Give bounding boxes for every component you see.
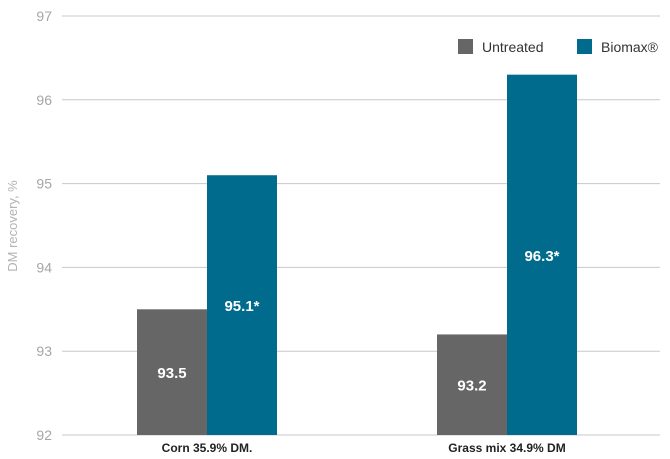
legend-swatch: [577, 39, 592, 54]
category-label: Corn 35.9% DM.: [162, 441, 253, 455]
y-tick-labels: 92 93 94 95 96 97: [36, 8, 52, 443]
legend-label: Biomax®: [601, 39, 659, 55]
bar-untreated-1: [137, 309, 207, 435]
bar-biomax-1: [207, 175, 277, 435]
legend-swatch: [458, 39, 473, 54]
bar-untreated-2: [437, 334, 507, 435]
data-labels: 93.5 95.1* 93.2 96.3*: [157, 248, 559, 395]
y-tick-label: 97: [36, 8, 52, 24]
legend: Untreated Biomax®: [458, 39, 659, 55]
y-tick-label: 95: [36, 176, 52, 192]
legend-label: Untreated: [482, 39, 543, 55]
category-labels: Corn 35.9% DM. Grass mix 34.9% DM: [162, 441, 566, 455]
y-tick-label: 94: [36, 259, 52, 275]
data-label: 96.3*: [524, 248, 559, 265]
bar-biomax-2: [507, 74, 577, 435]
bars: [137, 74, 577, 435]
y-tick-label: 92: [36, 427, 52, 443]
y-tick-label: 93: [36, 343, 52, 359]
category-label: Grass mix 34.9% DM: [448, 441, 565, 455]
data-label: 93.5: [157, 365, 186, 382]
data-label: 95.1*: [224, 298, 259, 315]
y-tick-label: 96: [36, 92, 52, 108]
data-label: 93.2: [457, 378, 486, 395]
y-axis-title: DM recovery, %: [5, 180, 20, 272]
